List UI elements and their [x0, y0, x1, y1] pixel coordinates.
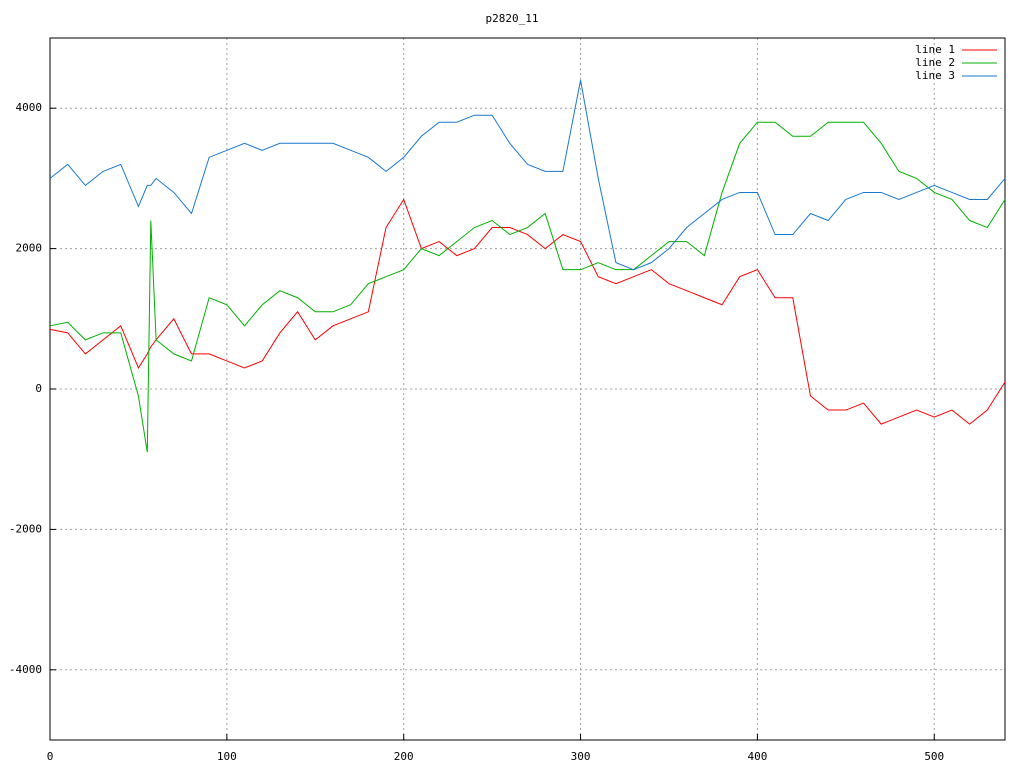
- y-tick-label: 0: [35, 382, 42, 395]
- series-line: [49, 121, 1006, 453]
- x-tick-label: 0: [47, 750, 54, 763]
- x-tick-label: 300: [571, 750, 591, 763]
- x-tick-label: 400: [747, 750, 767, 763]
- x-tick-label: 200: [394, 750, 414, 763]
- legend-label: line 2: [915, 56, 955, 69]
- legend-label: line 3: [915, 69, 955, 82]
- x-tick-label: 100: [217, 750, 237, 763]
- y-tick-label: 2000: [16, 242, 43, 255]
- series-line: [49, 80, 1006, 271]
- plot-border: [49, 37, 1006, 741]
- y-tick-label: 4000: [16, 101, 43, 114]
- series-line: [49, 198, 1006, 425]
- y-tick-label: -2000: [9, 522, 42, 535]
- x-tick-label: 500: [924, 750, 944, 763]
- chart-title: p2820_11: [486, 12, 539, 25]
- legend-label: line 1: [915, 43, 955, 56]
- y-tick-label: -4000: [9, 663, 42, 676]
